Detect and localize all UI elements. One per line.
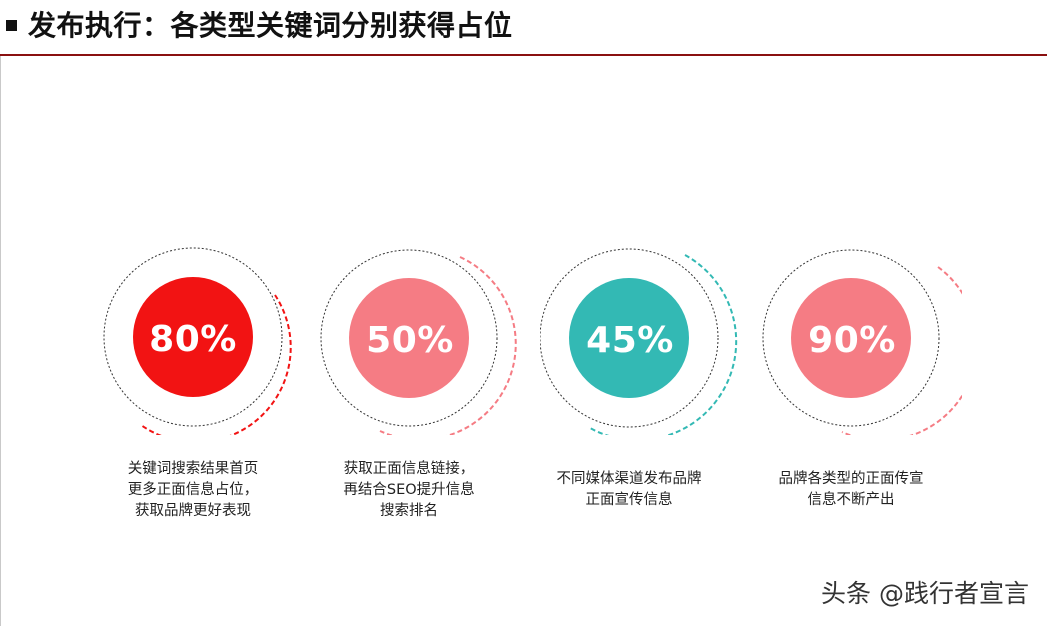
- stat-card-4: 90% 品牌各类型的正面传宣 信息不断产出: [762, 235, 982, 535]
- bullet-square-icon: [6, 19, 17, 31]
- desc-line: 信息不断产出: [807, 492, 895, 508]
- desc-line: 更多正面信息占位，: [127, 482, 259, 498]
- percent-disc: [791, 278, 911, 398]
- desc-line: 搜索排名: [380, 503, 438, 519]
- desc-line: 正面宣传信息: [585, 492, 673, 508]
- percent-disc: [349, 278, 469, 398]
- desc-line: 不同媒体渠道发布品牌: [556, 471, 702, 487]
- outer-dotted-ring: [762, 249, 940, 427]
- watermark: 头条 @践行者宣言: [821, 579, 1029, 608]
- stat-card-1: 80% 关键词搜索结果首页 更多正面信息占位， 获取品牌更好表现: [103, 235, 323, 535]
- card-description: 获取正面信息链接， 再结合SEO提升信息 搜索排名: [299, 459, 519, 522]
- percent-value: 80%: [149, 319, 237, 360]
- percent-disc: [133, 277, 253, 397]
- page-title: 发布执行：各类型关键词分别获得占位: [28, 9, 513, 42]
- stat-ring-1: [103, 247, 292, 435]
- desc-line: 获取正面信息链接，: [343, 461, 475, 477]
- stat-ring-4: [762, 249, 962, 435]
- desc-line: 关键词搜索结果首页: [127, 461, 259, 477]
- percent-value: 50%: [366, 320, 454, 361]
- card-description: 关键词搜索结果首页 更多正面信息占位， 获取品牌更好表现: [83, 459, 303, 522]
- desc-line: 获取品牌更好表现: [135, 503, 251, 519]
- slide-header: 发布执行：各类型关键词分别获得占位: [6, 4, 513, 44]
- title-divider: [0, 54, 1047, 56]
- desc-line: 品牌各类型的正面传宣: [778, 471, 924, 487]
- slide-left-border: [0, 56, 1, 626]
- desc-line: 再结合SEO提升信息: [343, 482, 475, 498]
- stat-ring-3: [540, 248, 738, 435]
- outer-dotted-ring: [320, 249, 498, 427]
- stat-card-2: 50% 获取正面信息链接， 再结合SEO提升信息 搜索排名: [320, 235, 540, 535]
- progress-dashed-arc: [589, 254, 738, 435]
- stat-ring-2: [320, 249, 517, 435]
- progress-dashed-arc: [140, 294, 292, 435]
- card-description: 品牌各类型的正面传宣 信息不断产出: [741, 469, 961, 511]
- outer-dotted-ring: [103, 247, 283, 427]
- outer-dotted-ring: [540, 248, 719, 428]
- card-description: 不同媒体渠道发布品牌 正面宣传信息: [519, 469, 739, 511]
- stat-card-3: 45% 不同媒体渠道发布品牌 正面宣传信息: [540, 235, 760, 535]
- percent-disc: [569, 278, 689, 398]
- progress-dashed-arc: [379, 256, 517, 435]
- percent-value: 90%: [808, 320, 896, 361]
- percent-value: 45%: [586, 320, 674, 361]
